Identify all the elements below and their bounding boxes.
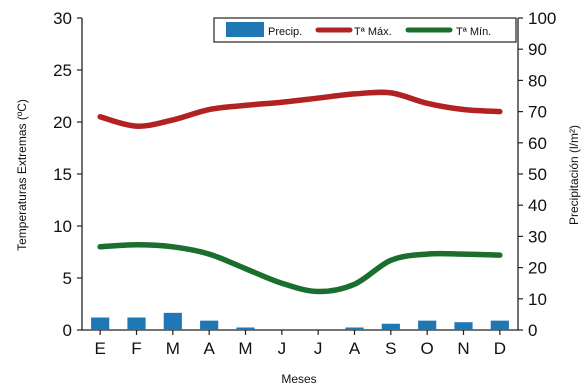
temperature-lines [97,89,503,295]
y2-tick-label: 10 [528,290,547,309]
x-tick-label: A [203,339,215,358]
x-tick-label: E [94,339,105,358]
precipitation-bar [418,320,437,330]
x-tick-label: O [421,339,434,358]
x-tick-label: N [457,339,469,358]
precipitation-bar [454,322,473,330]
precipitation-bar [127,317,146,330]
x-tick-label: D [494,339,506,358]
precipitation-bar [91,317,110,330]
precipitation-bars [91,312,509,330]
right-axis-ticks: 0 10 20 30 40 50 60 70 80 90 100 [518,9,556,340]
precipitation-bar [490,320,509,330]
x-tick-label: M [238,339,252,358]
y-axis-title: Temperaturas Extremas (ºC) [15,99,29,251]
legend-label-precip: Precip. [268,26,302,38]
y-tick-label: 5 [63,269,72,288]
y2-tick-label: 80 [528,71,547,90]
x-tick-label: M [166,339,180,358]
legend-label-tmin: Tª Mín. [456,26,491,38]
y2-tick-label: 60 [528,134,547,153]
precipitation-bar [381,323,400,330]
y2-tick-label: 70 [528,103,547,122]
legend-box [213,17,517,43]
y2-tick-label: 100 [528,9,556,28]
y2-tick-label: 40 [528,196,547,215]
x-tick-label: S [385,339,396,358]
x-axis-title: Meses [281,372,316,386]
tmax-line [97,89,503,129]
y-tick-label: 20 [53,113,72,132]
y-tick-label: 10 [53,217,72,236]
x-tick-label: F [131,339,141,358]
y-tick-label: 25 [53,61,72,80]
y2-tick-label: 90 [528,40,547,59]
precipitation-bar [200,320,219,330]
precipitation-bar [345,327,364,330]
plot-area [81,18,519,331]
y2-tick-label: 50 [528,165,547,184]
x-tick-label: A [349,339,361,358]
y2-tick-label: 20 [528,259,547,278]
legend-swatch-precip [226,22,264,37]
precipitation-bar [236,327,255,330]
legend-label-tmax: Tª Máx. [354,26,392,38]
x-tick-label: J [278,339,287,358]
y2-axis-title: Precipitación (l/m²) [567,125,581,225]
legend: Precip. Tª Máx. Tª Mín. [213,17,517,43]
x-tick-label: J [314,339,323,358]
tmin-line [97,241,503,295]
y2-tick-label: 0 [528,321,537,340]
y-tick-label: 30 [53,9,72,28]
y-tick-label: 15 [53,165,72,184]
precipitation-bar [163,312,182,330]
left-axis-ticks: 0 5 10 15 20 25 30 [53,9,82,340]
y2-tick-label: 30 [528,227,547,246]
y-tick-label: 0 [63,321,72,340]
